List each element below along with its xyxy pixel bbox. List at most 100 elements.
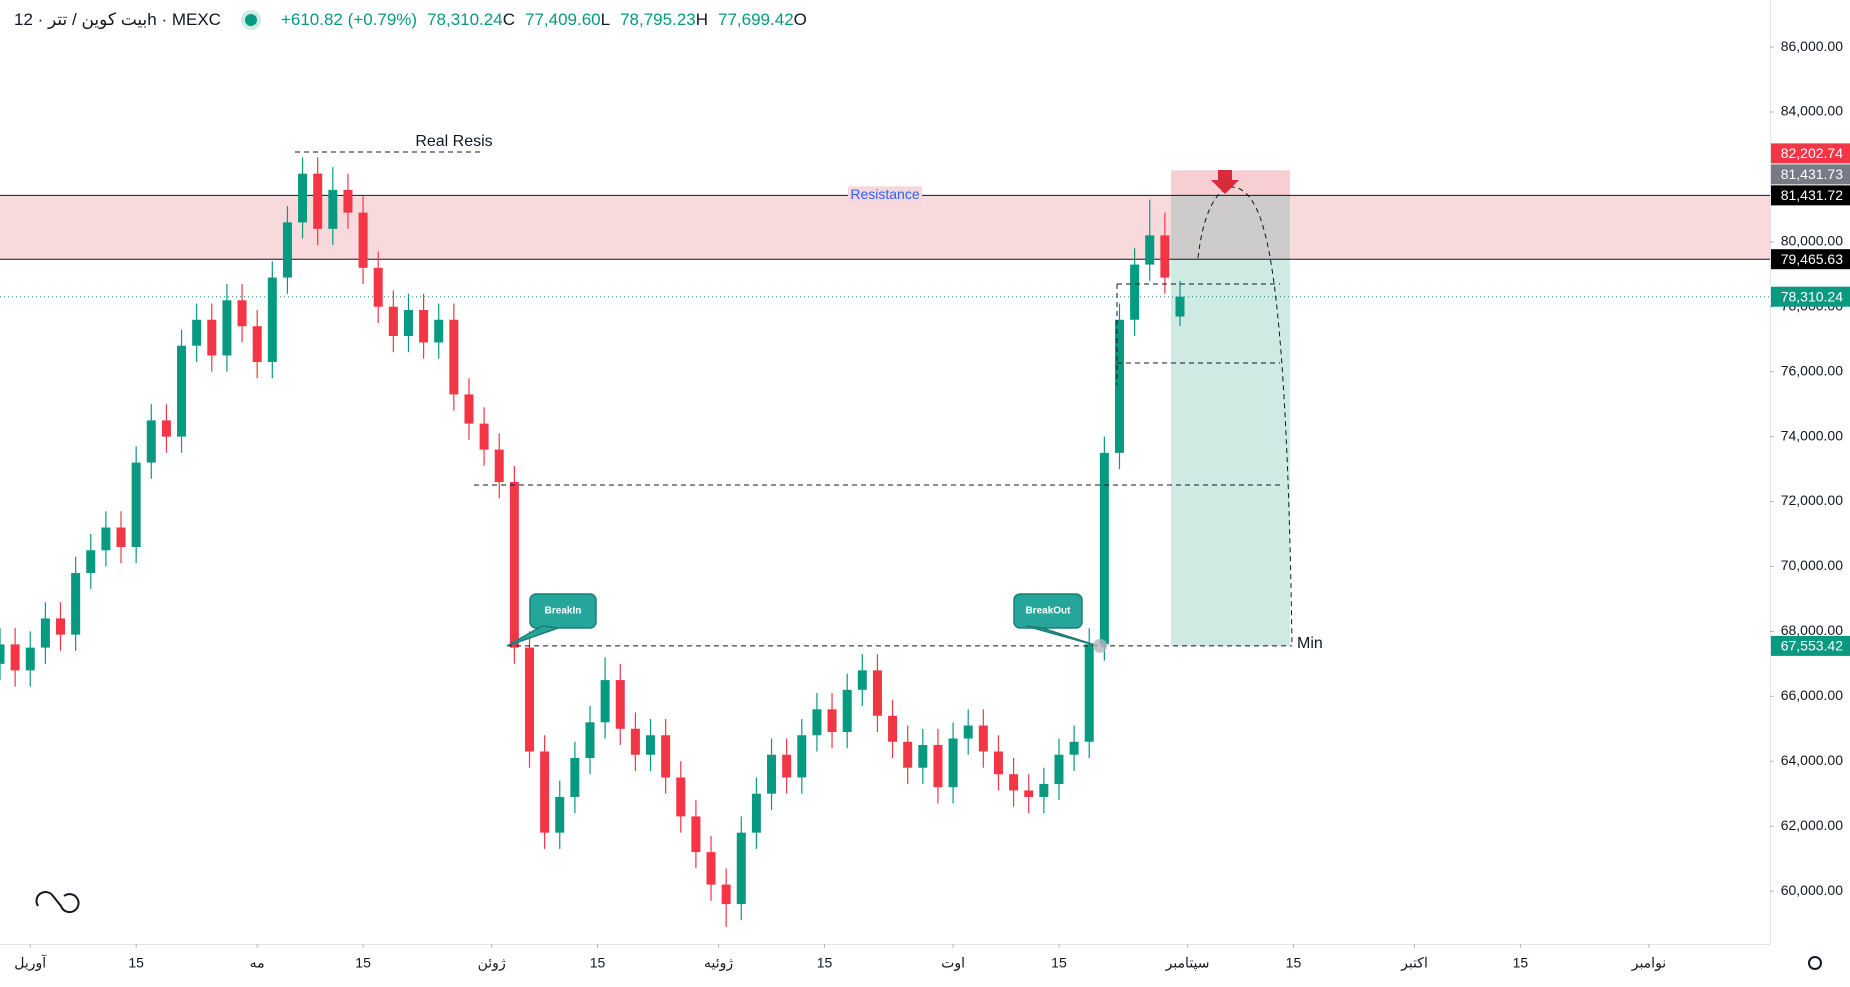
settings-icon[interactable] — [1808, 956, 1822, 970]
resistance-label-bg — [848, 186, 922, 205]
candle-body — [842, 689, 852, 733]
candle-body — [736, 832, 746, 905]
resistance-label: Resistance — [850, 186, 919, 202]
ohlc-high: 78,795.23 H — [620, 10, 708, 30]
price-label-bg — [1771, 185, 1850, 206]
x-tick-label: اکتبر — [1400, 955, 1428, 972]
x-tick-label: ژوئیه — [704, 955, 733, 972]
x-tick-label: ژوئن — [478, 955, 506, 972]
ohlc-letter: O — [793, 10, 807, 29]
candle-body — [1039, 783, 1049, 797]
ohlc-low: 77,409.60 L — [525, 10, 610, 30]
status-dot — [244, 14, 257, 26]
candle-body — [903, 741, 913, 768]
candle-body — [449, 319, 459, 395]
ohlc-value: 77,699.42 — [718, 10, 794, 29]
candle-body — [555, 796, 565, 833]
x-tick-label: 15 — [128, 955, 144, 971]
candle-body — [146, 420, 156, 463]
candle-body — [1130, 264, 1140, 320]
candle-body — [434, 319, 444, 343]
price-label: 78,310.24 — [1781, 288, 1843, 304]
candle-body — [494, 449, 504, 483]
candle-body — [328, 189, 338, 229]
box-gray-zone — [1171, 195, 1290, 260]
candle-body — [358, 212, 368, 268]
candle-body — [963, 725, 973, 739]
ohlc-value: 77,409.60 — [524, 10, 601, 29]
candle-body — [282, 222, 292, 278]
min-label: Min — [1297, 635, 1323, 652]
y-tick-label: 66,000.00 — [1781, 687, 1843, 703]
time-axis-bg — [0, 944, 1770, 987]
logo — [35, 891, 80, 914]
candle-body — [1054, 754, 1064, 784]
price-label: 81,431.72 — [1781, 187, 1843, 203]
candle-body — [721, 884, 731, 905]
change: +610.82 (+0.79%) — [280, 10, 418, 29]
candle-body — [1084, 644, 1094, 742]
candle-body — [933, 745, 943, 788]
price-label: 81,431.73 — [1781, 166, 1843, 182]
x-tick-label: مه — [250, 955, 265, 971]
candle-body — [751, 793, 761, 833]
candle-body — [388, 306, 398, 336]
breakin-callout: BreakIn — [545, 606, 582, 617]
candle-body — [509, 482, 519, 648]
candle-body — [373, 267, 383, 307]
candle-body — [313, 173, 323, 229]
candle-body — [782, 754, 792, 778]
x-tick-label: نوامبر — [1631, 955, 1666, 972]
candle-body — [222, 300, 232, 356]
price-label-bg — [1771, 635, 1850, 656]
candle-body — [464, 394, 474, 424]
candle-body — [661, 735, 671, 778]
candle-body — [1114, 319, 1124, 453]
candle-body — [615, 680, 625, 729]
candle-body — [540, 751, 550, 833]
breakout-callout-bubble — [1013, 593, 1083, 629]
breakin-callout-bubble — [529, 593, 597, 629]
candle-body — [207, 319, 217, 356]
price-label-bg — [1771, 286, 1850, 307]
x-tick-label: 15 — [1513, 955, 1529, 971]
x-tick-label: سپتامبر — [1165, 955, 1210, 972]
x-tick-label: 15 — [1051, 955, 1067, 971]
resistance-zone — [0, 195, 1770, 260]
candle-body — [252, 326, 262, 362]
ohlc-value: 78,795.23 — [620, 10, 696, 29]
x-tick-label: اوت — [941, 955, 965, 972]
candle-body — [691, 816, 701, 853]
x-tick-label: آوریل — [14, 954, 47, 972]
candle-body — [116, 527, 126, 547]
breakin-callout-tail — [506, 625, 559, 647]
candle-body — [161, 420, 171, 437]
candle-body — [1160, 235, 1170, 278]
y-tick-label: 72,000.00 — [1781, 492, 1843, 508]
y-tick-label: 64,000.00 — [1781, 752, 1843, 768]
x-tick-label: 15 — [817, 955, 833, 971]
candle-body — [192, 319, 202, 346]
projection-curve — [1197, 186, 1293, 647]
symbol[interactable]: بیت کوین / تتر · 12h · MEXC — [14, 10, 221, 29]
y-tick-label: 86,000.00 — [1781, 38, 1843, 54]
breakout-callout: BreakOut — [1025, 606, 1071, 617]
candle-body — [1009, 774, 1019, 791]
candle-body — [267, 277, 277, 362]
candle-body — [570, 757, 580, 797]
candle-body — [646, 735, 656, 755]
y-tick-label: 70,000.00 — [1781, 557, 1843, 573]
candle-body — [872, 670, 882, 716]
candle-body — [10, 644, 20, 671]
x-tick-label: 15 — [1286, 955, 1302, 971]
candle-body — [1145, 235, 1155, 265]
breakout-point — [1093, 638, 1107, 653]
candle-body — [177, 345, 187, 437]
candle-body — [827, 709, 837, 733]
candle-body — [71, 572, 81, 635]
candle-body — [978, 725, 988, 752]
candle-body — [101, 527, 111, 551]
header: بیت کوین / تتر · 12h · MEXC +610.82 (+0.… — [14, 10, 807, 30]
